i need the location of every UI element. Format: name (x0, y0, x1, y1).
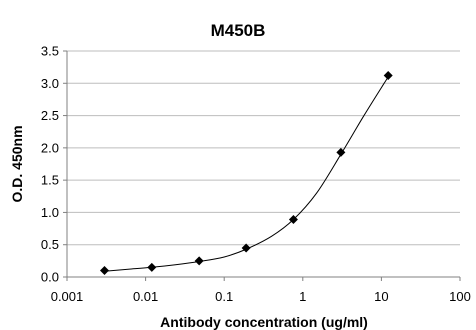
y-tick-label: 0.0 (41, 270, 59, 285)
x-tick-label: 0.001 (51, 289, 84, 304)
y-tick-label: 3.0 (41, 76, 59, 91)
data-points (100, 71, 393, 276)
y-axis-title: O.D. 450nm (9, 125, 25, 202)
fit-curve-layer (104, 76, 389, 272)
data-point (383, 71, 393, 81)
x-axis-title: Antibody concentration (ug/ml) (160, 314, 368, 330)
x-tick-label: 1 (299, 289, 306, 304)
x-tick-label: 100 (449, 289, 471, 304)
y-tick-label: 1.5 (41, 173, 59, 188)
y-tick-label: 0.5 (41, 237, 59, 252)
data-point (194, 256, 204, 266)
x-tick-label: 0.1 (215, 289, 233, 304)
y-tick-label: 1.0 (41, 205, 59, 220)
gridlines (67, 50, 460, 246)
y-tick-label: 2.0 (41, 140, 59, 155)
fit-curve (104, 76, 389, 272)
data-point (100, 266, 110, 276)
y-tick-label: 3.5 (41, 44, 59, 59)
data-point (336, 147, 346, 157)
data-point (288, 215, 298, 225)
axes (63, 50, 461, 281)
data-point (147, 262, 157, 272)
x-tick-label: 10 (374, 289, 388, 304)
tick-labels: 0.0 0.5 1.0 1.5 2.0 2.5 3.0 3.5 0.001 0.01 0.1 1 10 1… (41, 44, 471, 305)
x-tick-label: 0.01 (133, 289, 158, 304)
chart-title: M450B (211, 21, 266, 40)
data-point (241, 243, 251, 253)
y-tick-label: 2.5 (41, 108, 59, 123)
